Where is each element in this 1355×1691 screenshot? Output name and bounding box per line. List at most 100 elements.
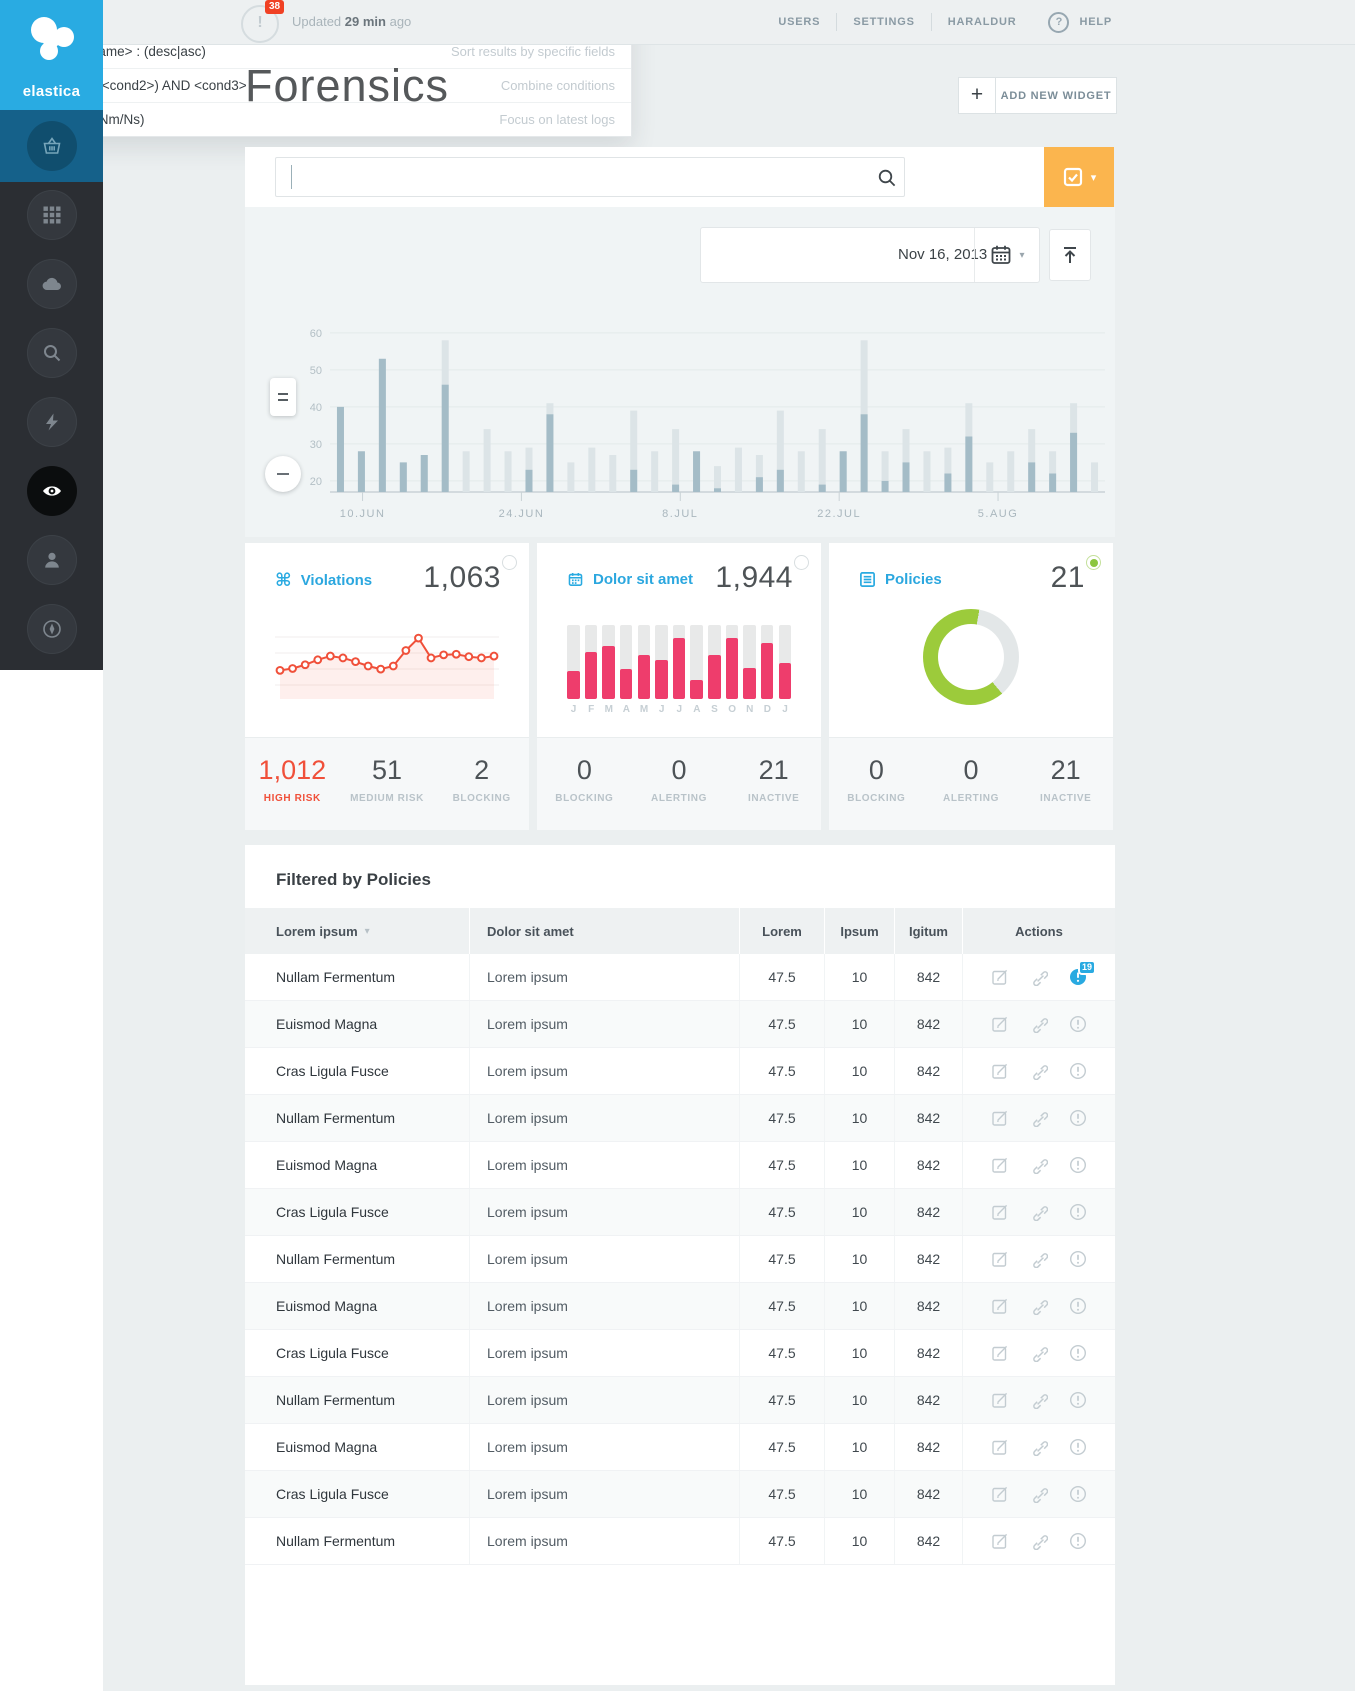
info-action[interactable]: [1069, 1062, 1087, 1080]
edit-icon[interactable]: [991, 1109, 1009, 1127]
calendar-button[interactable]: ▾: [974, 228, 1039, 282]
table-heading: Filtered by Policies: [276, 870, 431, 889]
stat-value: 1,012: [258, 755, 327, 785]
widget-radio-selected[interactable]: [1086, 555, 1101, 570]
link-icon[interactable]: [1030, 1203, 1048, 1221]
sidebar-item-compass[interactable]: [26, 604, 77, 654]
link-icon[interactable]: [1030, 1438, 1048, 1456]
widget-count: 21: [1050, 561, 1085, 594]
sidebar-item-apps[interactable]: [26, 190, 77, 240]
edit-icon[interactable]: [991, 1391, 1009, 1409]
policies-donut-chart: [923, 609, 1019, 705]
sidebar-item-basket[interactable]: [0, 110, 103, 182]
info-action[interactable]: [1069, 1532, 1087, 1550]
column-header: Actions: [1015, 923, 1063, 939]
cell-name: Euismod Magna: [245, 1142, 470, 1188]
info-action[interactable]: [1069, 1109, 1087, 1127]
info-action[interactable]: [1069, 1485, 1087, 1503]
sidebar-item-flash[interactable]: [26, 397, 77, 447]
cell-dolor: Lorem ipsum: [470, 1142, 740, 1188]
cell-lorem: 47.5: [740, 1377, 825, 1423]
cell-dolor: Lorem ipsum: [470, 1424, 740, 1470]
svg-text:8.JUL: 8.JUL: [662, 508, 698, 520]
add-new-widget-button[interactable]: + ADD NEW WIDGET: [958, 77, 1117, 114]
cell-lorem: 47.5: [740, 1142, 825, 1188]
link-icon[interactable]: [1030, 1297, 1048, 1315]
edit-icon[interactable]: [991, 1438, 1009, 1456]
info-action[interactable]: [1069, 1156, 1087, 1174]
month-bar: M: [602, 625, 615, 715]
stat-label: BLOCKING: [555, 793, 614, 804]
info-action[interactable]: [1069, 1203, 1087, 1221]
add-widget-label: ADD NEW WIDGET: [1000, 89, 1112, 102]
zoom-slider-handle[interactable]: [270, 378, 296, 416]
info-action[interactable]: [1069, 1344, 1087, 1362]
zoom-out-button[interactable]: [265, 456, 301, 492]
info-action[interactable]: [1069, 1250, 1087, 1268]
nav-users[interactable]: USERS: [778, 16, 821, 28]
edit-icon[interactable]: [991, 1485, 1009, 1503]
link-icon[interactable]: [1030, 1062, 1048, 1080]
cell-name: Nullam Fermentum: [245, 954, 470, 1000]
calendar-icon: [568, 572, 583, 586]
sidebar-item-user[interactable]: [26, 535, 77, 585]
widget-radio[interactable]: [794, 555, 809, 570]
nav-settings[interactable]: SETTINGS: [853, 16, 915, 28]
month-bar: O: [725, 625, 739, 715]
cell-actions: [963, 1048, 1115, 1094]
info-action[interactable]: [1069, 1015, 1087, 1033]
edit-icon[interactable]: [991, 1015, 1009, 1033]
date-picker[interactable]: Nov 16, 2013 ▾: [700, 227, 1040, 283]
sidebar-item-search[interactable]: [26, 328, 77, 378]
link-icon[interactable]: [1030, 1391, 1048, 1409]
cell-dolor: Lorem ipsum: [470, 1377, 740, 1423]
info-action[interactable]: [1069, 1391, 1087, 1409]
month-label: J: [570, 704, 577, 715]
cell-name: Nullam Fermentum: [245, 1236, 470, 1282]
edit-icon[interactable]: [991, 968, 1009, 986]
link-icon[interactable]: [1030, 1250, 1048, 1268]
search-magnifier-icon[interactable]: [876, 167, 898, 189]
link-icon[interactable]: [1030, 1532, 1048, 1550]
cell-igitum: 842: [895, 1518, 963, 1564]
cell-name: Euismod Magna: [245, 1424, 470, 1470]
link-icon[interactable]: [1030, 1344, 1048, 1362]
info-icon: [1069, 1062, 1087, 1080]
sidebar-item-cloud[interactable]: [26, 259, 77, 309]
scroll-to-top-button[interactable]: [1049, 229, 1091, 281]
edit-icon[interactable]: [991, 1297, 1009, 1315]
cell-name: Nullam Fermentum: [245, 1377, 470, 1423]
column-header-sortable[interactable]: Lorem ipsum ▾: [245, 908, 470, 954]
edit-icon[interactable]: [991, 1344, 1009, 1362]
sidebar-item-forensics-eye[interactable]: [26, 466, 77, 516]
link-icon[interactable]: [1030, 968, 1048, 986]
cell-lorem: 47.5: [740, 1048, 825, 1094]
stat-value: 21: [758, 755, 789, 785]
timeline-bar-chart[interactable]: 20 30 40 50 60 10.JUN 24.JUN 8.JUL 22.JUL 5.AUG: [300, 318, 1105, 525]
info-icon: [1069, 1015, 1087, 1033]
edit-icon[interactable]: [991, 1250, 1009, 1268]
cell-igitum: 842: [895, 1283, 963, 1329]
run-search-button[interactable]: ▾: [1044, 147, 1114, 207]
page-title: Forensics: [245, 60, 450, 111]
link-icon[interactable]: [1030, 1015, 1048, 1033]
info-action[interactable]: [1069, 1438, 1087, 1456]
nav-username[interactable]: HARALDUR: [947, 16, 1017, 28]
cell-ipsum: 10: [825, 1377, 895, 1423]
info-action[interactable]: [1069, 1297, 1087, 1315]
notification-bell-icon[interactable]: !: [241, 5, 279, 43]
link-icon[interactable]: [1030, 1156, 1048, 1174]
svg-text:60: 60: [310, 328, 322, 340]
link-icon[interactable]: [1030, 1485, 1048, 1503]
text-cursor: [291, 165, 292, 189]
help-link[interactable]: ? HELP: [1048, 11, 1114, 33]
edit-icon[interactable]: [991, 1532, 1009, 1550]
brand-logo[interactable]: elastica: [0, 0, 103, 110]
info-action[interactable]: 19: [1069, 960, 1097, 986]
search-input[interactable]: [275, 157, 905, 197]
edit-icon[interactable]: [991, 1062, 1009, 1080]
edit-icon[interactable]: [991, 1203, 1009, 1221]
edit-icon[interactable]: [991, 1156, 1009, 1174]
link-icon[interactable]: [1030, 1109, 1048, 1127]
widget-radio[interactable]: [502, 555, 517, 570]
